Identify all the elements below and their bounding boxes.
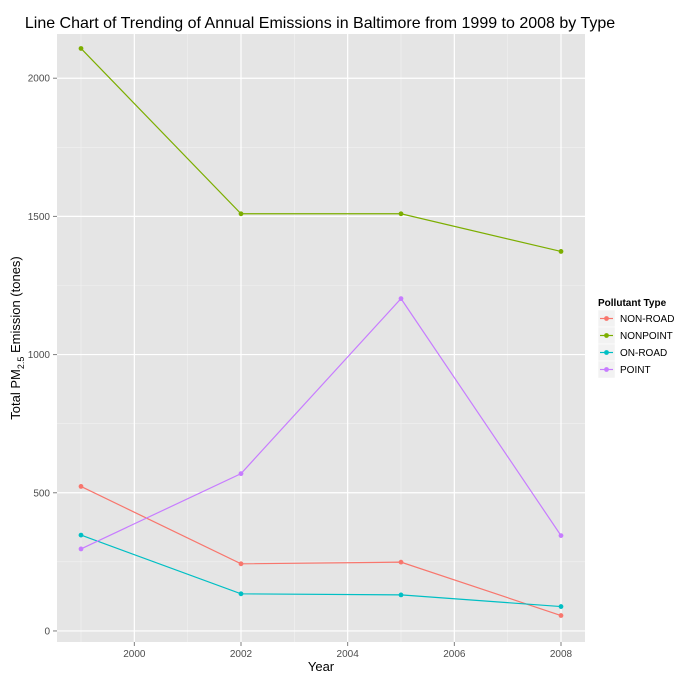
data-point-on-road <box>238 591 244 597</box>
data-point-non-road <box>398 559 404 565</box>
series-line-nonpoint <box>80 48 562 253</box>
legend-item-on-road: ON-ROAD <box>597 343 667 362</box>
major-gridlines <box>57 34 585 642</box>
data-point-point <box>78 546 84 552</box>
x-axis-ticks: 2000 2002 2004 2006 2008 <box>123 642 573 660</box>
data-point-point <box>558 533 564 539</box>
data-point-non-road <box>238 561 244 567</box>
legend-key-point <box>604 367 609 372</box>
x-axis-title: Year <box>308 659 335 674</box>
legend-item-nonpoint: NONPOINT <box>597 326 673 345</box>
series-line-non-road <box>80 485 562 617</box>
chart-title: Line Chart of Trending of Annual Emissio… <box>25 15 615 32</box>
data-point-nonpoint <box>398 211 404 217</box>
data-point-nonpoint <box>558 249 564 254</box>
y-axis-title-prefix: Total PM <box>8 369 23 420</box>
y-tick-label: 1500 <box>28 212 51 223</box>
data-point-non-road <box>78 484 84 489</box>
x-tick-label: 2002 <box>230 649 253 660</box>
x-tick-label: 2000 <box>123 649 146 660</box>
legend-title: Pollutant Type <box>598 298 667 309</box>
legend-key-point <box>604 350 609 355</box>
series-line-point <box>80 297 562 550</box>
y-axis-title: Total PM2.5 Emission (tones) <box>8 256 26 420</box>
legend-label: NON-ROAD <box>620 314 674 325</box>
legend: Pollutant Type NON-ROAD NONPOINT ON-ROAD PO… <box>597 298 674 379</box>
data-point-point <box>398 296 404 302</box>
x-tick-label: 2006 <box>443 649 466 660</box>
data-point-nonpoint <box>78 46 84 51</box>
series-line-on-road <box>80 534 562 608</box>
data-point-non-road <box>558 613 564 618</box>
y-tick-label: 1000 <box>28 350 51 361</box>
y-tick-label: 500 <box>33 488 50 499</box>
y-axis-title-suffix: Emission (tones) <box>8 256 23 356</box>
legend-label: NONPOINT <box>620 331 673 342</box>
legend-label: POINT <box>620 365 651 376</box>
legend-key-point <box>604 316 609 321</box>
legend-items: NON-ROAD NONPOINT ON-ROAD POINT <box>597 309 674 379</box>
legend-item-non-road: NON-ROAD <box>597 309 674 328</box>
plot-panel <box>57 34 585 642</box>
x-tick-label: 2008 <box>550 649 573 660</box>
data-point-on-road <box>558 604 564 609</box>
data-point-on-road <box>78 532 84 538</box>
series-layer <box>78 46 564 618</box>
y-axis-title-subscript: 2.5 <box>16 357 26 370</box>
legend-item-point: POINT <box>597 360 651 379</box>
legend-label: ON-ROAD <box>620 348 667 359</box>
y-tick-label: 2000 <box>28 74 51 85</box>
data-point-nonpoint <box>238 211 244 217</box>
y-axis-ticks: 0 500 1000 1500 2000 <box>28 74 57 637</box>
legend-key-point <box>604 333 609 338</box>
x-tick-label: 2004 <box>337 649 360 660</box>
minor-gridlines <box>57 34 585 642</box>
data-point-point <box>238 471 244 477</box>
y-tick-label: 0 <box>44 626 50 637</box>
data-point-on-road <box>398 592 404 598</box>
